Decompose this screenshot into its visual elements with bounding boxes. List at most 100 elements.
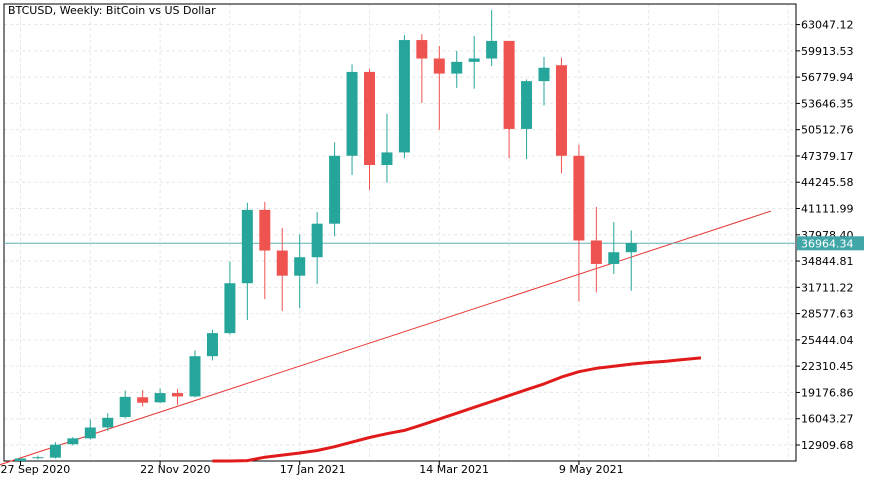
candle — [67, 437, 79, 446]
candle-body-up — [32, 457, 44, 459]
candle — [486, 9, 498, 67]
plot-frame — [3, 3, 797, 462]
candle-body-down — [259, 209, 271, 251]
candle-body-up — [329, 155, 341, 224]
candle — [364, 68, 375, 191]
candle — [311, 211, 323, 285]
y-axis-ticks: 63047.12 59913.53 56779.94 53646.35 50512.76… — [796, 19, 854, 452]
candle — [538, 56, 550, 106]
y-tick-label: 53646.35 — [801, 97, 854, 110]
candle-body-up — [49, 444, 61, 458]
candle-body-down — [590, 240, 602, 264]
candle — [521, 79, 533, 160]
trendline — [0, 210, 772, 466]
candle — [102, 413, 114, 431]
y-tick-label: 63047.12 — [801, 19, 854, 32]
candle — [206, 329, 218, 361]
candle — [468, 35, 480, 89]
candle — [381, 113, 393, 183]
x-axis-ticks: 27 Sep 2020 22 Nov 2020 17 Jan 2021 14 Mar … — [1, 461, 624, 476]
candle-body-down — [172, 393, 184, 397]
candle — [32, 455, 44, 460]
candle-body-up — [468, 58, 480, 62]
y-tick-label: 44245.58 — [801, 176, 854, 189]
candle — [294, 234, 306, 309]
candle-body-down — [137, 397, 149, 403]
candle-body-down — [364, 71, 375, 165]
candle-body-up — [15, 458, 26, 461]
candle — [224, 261, 236, 335]
candle — [590, 206, 602, 293]
candle — [84, 419, 96, 440]
candle — [573, 144, 585, 302]
candle — [608, 222, 620, 275]
y-tick-label: 56779.94 — [801, 71, 854, 84]
candle-body-up — [154, 393, 166, 403]
candle-body-up — [294, 257, 306, 276]
candle — [451, 50, 463, 88]
candle-body-up — [119, 396, 131, 417]
candle — [189, 350, 201, 398]
candle-body-down — [573, 155, 585, 241]
candle-body-down — [276, 250, 288, 276]
candle-body-up — [608, 252, 620, 264]
candle — [119, 390, 131, 419]
candle-body-up — [538, 67, 550, 82]
candle-body-down — [433, 58, 445, 74]
moving-average — [212, 356, 702, 463]
y-tick-label: 50512.76 — [801, 124, 854, 137]
candle-body-up — [206, 333, 218, 357]
candle-body-up — [84, 427, 96, 439]
x-tick-label: 9 May 2021 — [559, 463, 624, 476]
current-price-value: 36964.34 — [801, 237, 854, 250]
y-tick-label: 16043.27 — [801, 413, 854, 426]
candle-body-up — [381, 152, 393, 165]
candle-body-down — [555, 65, 567, 156]
y-tick-label: 34844.81 — [801, 255, 854, 268]
candle-body-up — [224, 283, 236, 334]
candle — [276, 227, 288, 311]
candle — [416, 34, 428, 103]
candle-body-up — [521, 81, 533, 129]
candle — [625, 230, 637, 291]
candle — [503, 40, 515, 159]
y-tick-label: 25444.04 — [801, 334, 854, 347]
candle-body-up — [102, 417, 114, 428]
y-tick-label: 28577.63 — [801, 308, 854, 321]
x-tick-label: 22 Nov 2020 — [140, 463, 210, 476]
current-price-badge — [797, 236, 864, 251]
moving-average-line — [212, 356, 702, 463]
candle — [259, 201, 271, 300]
candles — [15, 9, 637, 461]
candle — [172, 388, 184, 405]
candle-body-up — [346, 71, 358, 156]
candle-body-up — [311, 223, 323, 258]
candle-body-up — [486, 40, 498, 59]
candle-body-up — [451, 61, 463, 74]
grid — [4, 4, 796, 461]
x-tick-label: 27 Sep 2020 — [1, 463, 71, 476]
candle — [398, 35, 410, 159]
candle-body-up — [189, 356, 201, 397]
y-tick-label: 22310.45 — [801, 360, 854, 373]
y-tick-label: 47379.17 — [801, 150, 854, 163]
candle-body-up — [625, 242, 637, 253]
candle — [137, 390, 149, 407]
candle-body-down — [416, 40, 428, 59]
candle — [433, 45, 445, 130]
candle-body-up — [67, 438, 79, 445]
candle — [15, 458, 26, 461]
support-trendline — [0, 210, 772, 466]
candle — [555, 57, 567, 174]
candle-body-down — [503, 40, 515, 129]
x-tick-label: 17 Jan 2021 — [280, 463, 346, 476]
candle — [329, 142, 341, 237]
candle — [154, 388, 166, 404]
y-tick-label: 31711.22 — [801, 281, 854, 294]
y-tick-label: 41111.99 — [801, 203, 854, 216]
candle — [241, 202, 253, 321]
y-tick-label: 59913.53 — [801, 45, 854, 58]
candle-body-up — [398, 40, 410, 153]
candle — [346, 64, 358, 176]
